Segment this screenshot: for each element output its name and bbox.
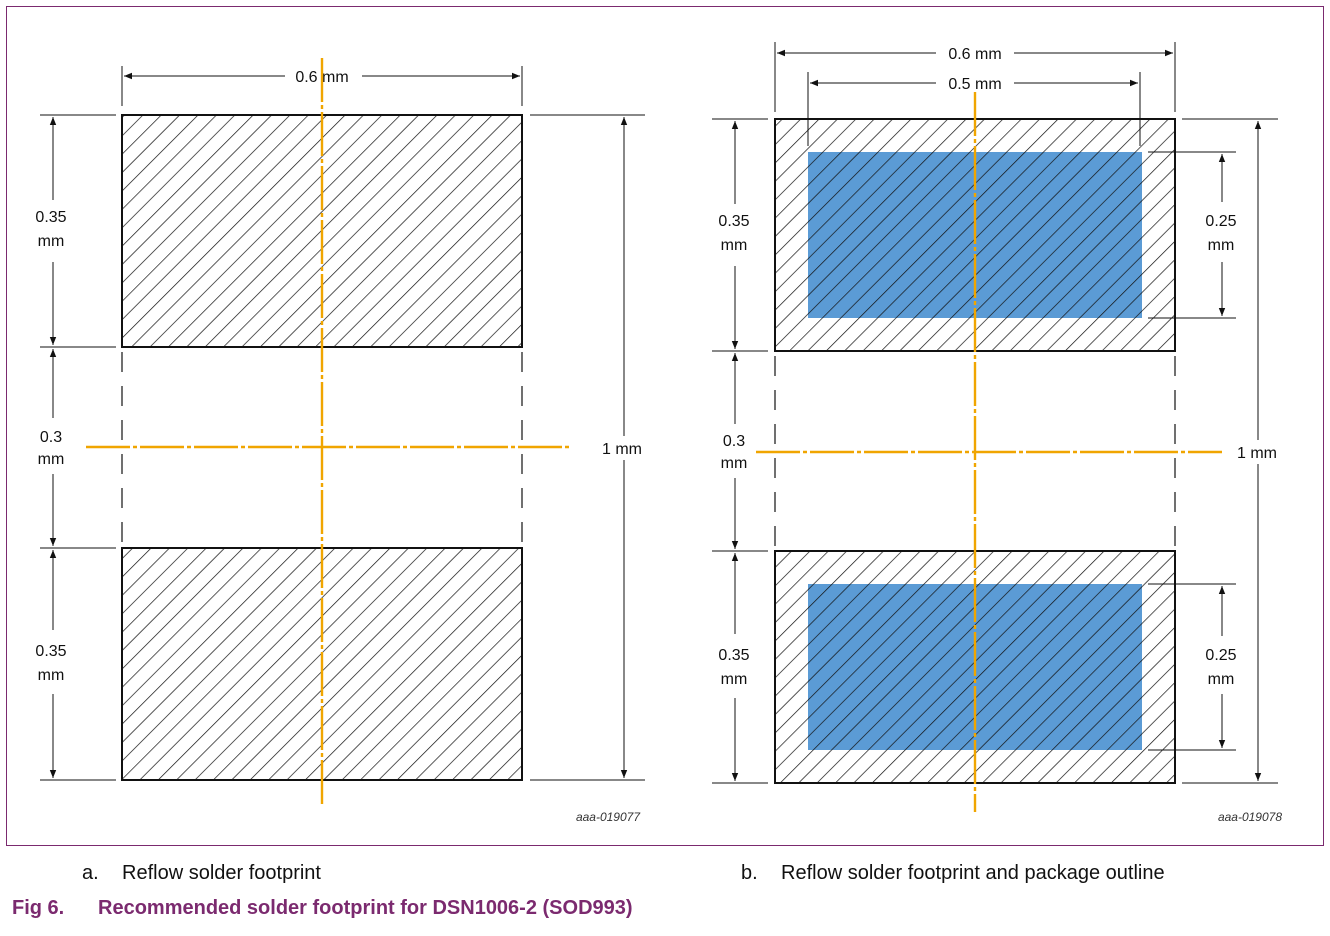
dim-a-pad-bottom-value: 0.35 — [35, 643, 66, 660]
dim-b-package-top-value: 0.25 — [1205, 213, 1236, 230]
dim-b-package-bottom-value: 0.25 — [1205, 647, 1236, 664]
dim-a-pad-top-unit: mm — [38, 233, 65, 250]
figure-caption: Fig 6. Recommended solder footprint for D… — [12, 897, 633, 920]
caption-a-text: Reflow solder footprint — [122, 862, 321, 884]
dim-b-pad-top-unit: mm — [721, 237, 748, 254]
dim-b-package-bottom-unit: mm — [1208, 671, 1235, 688]
dim-b-total: 1 mm — [1237, 445, 1277, 462]
dim-a-pad-bottom-unit: mm — [38, 667, 65, 684]
panel-b: 0.6 mm 0.5 mm 0.35 mm 0.3 mm 0.35 mm 0.2… — [712, 42, 1290, 824]
dim-a-pad-top-value: 0.35 — [35, 209, 66, 226]
caption-a: a. Reflow solder footprint — [82, 862, 321, 885]
figure-frame — [6, 6, 1324, 846]
dim-b-width-inner: 0.5 mm — [948, 76, 1001, 93]
ref-code-b: aaa-019078 — [1218, 810, 1282, 824]
caption-b-text: Reflow solder footprint and package outl… — [781, 862, 1165, 884]
dim-b-width-outer: 0.6 mm — [948, 46, 1001, 63]
dim-b-pad-bottom-unit: mm — [721, 671, 748, 688]
panel-a: 0.6 mm 0.35 mm 0.3 mm 0.35 mm 1 mm aaa-0… — [35, 58, 654, 824]
dim-b-gap-unit: mm — [721, 455, 748, 472]
figure-number: Fig 6. — [12, 897, 65, 919]
dim-b-pad-bottom-value: 0.35 — [718, 647, 749, 664]
caption-a-letter: a. — [82, 862, 99, 884]
dim-b-package-top-unit: mm — [1208, 237, 1235, 254]
dim-a-total: 1 mm — [602, 441, 642, 458]
caption-b: b. Reflow solder footprint and package ou… — [741, 862, 1165, 885]
dim-a-gap-value: 0.3 — [40, 429, 62, 446]
ref-code-a: aaa-019077 — [576, 810, 641, 824]
figure-title: Recommended solder footprint for DSN1006… — [98, 897, 633, 919]
caption-b-letter: b. — [741, 862, 758, 884]
dim-b-pad-top-value: 0.35 — [718, 213, 749, 230]
dim-a-gap-unit: mm — [38, 451, 65, 468]
dim-b-gap-value: 0.3 — [723, 433, 745, 450]
